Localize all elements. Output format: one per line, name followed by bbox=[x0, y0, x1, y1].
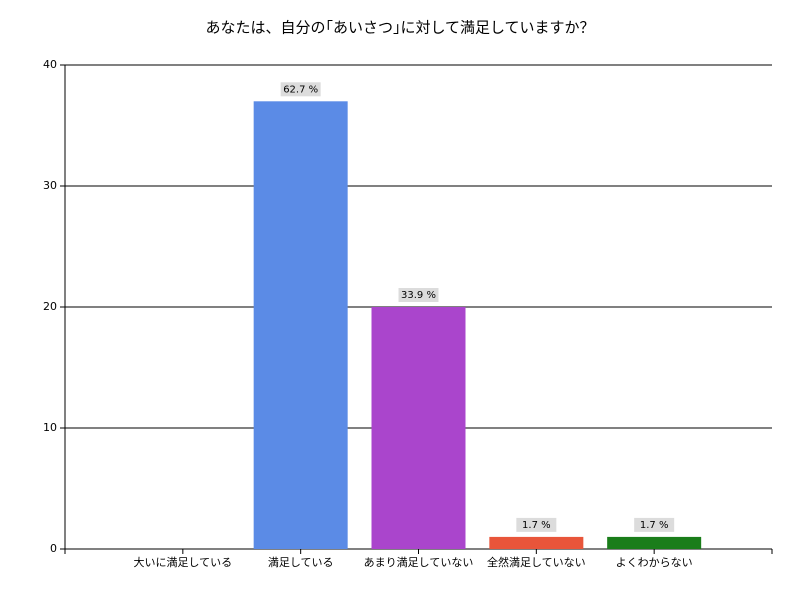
data-label-box bbox=[516, 517, 557, 532]
bar bbox=[607, 536, 702, 549]
y-tick-label: 0 bbox=[50, 542, 57, 555]
bar bbox=[371, 307, 466, 549]
y-tick-label: 30 bbox=[43, 179, 57, 192]
chart-title: あなたは、自分の｢あいさつ｣に対して満足していますか？ bbox=[205, 19, 594, 37]
y-tick-label: 40 bbox=[43, 58, 57, 71]
data-label-box bbox=[634, 517, 675, 532]
x-tick-label: あまり満足していない bbox=[364, 556, 474, 569]
data-label: 1.7 % bbox=[522, 520, 551, 531]
y-tick-label: 10 bbox=[43, 421, 57, 434]
data-label: 62.7 % bbox=[283, 84, 318, 95]
x-tick-label: 大いに満足している bbox=[133, 555, 232, 569]
data-label-box bbox=[280, 82, 321, 97]
data-label: 1.7 % bbox=[640, 520, 669, 531]
x-tick-label: 満足している bbox=[268, 556, 334, 569]
bar bbox=[253, 101, 348, 550]
x-tick-label: 全然満足していない bbox=[487, 555, 586, 569]
data-label-box bbox=[398, 288, 439, 302]
y-tick-label: 20 bbox=[43, 300, 57, 313]
x-tick-label: よくわからない bbox=[616, 556, 693, 569]
bar bbox=[489, 536, 584, 549]
data-label: 33.9 % bbox=[401, 290, 436, 301]
